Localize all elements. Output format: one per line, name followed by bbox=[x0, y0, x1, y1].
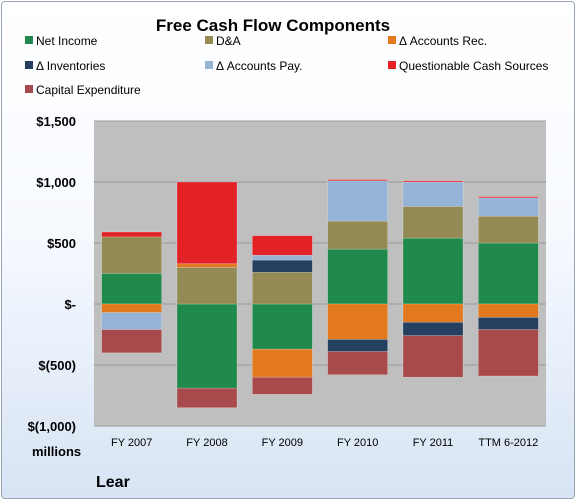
legend: Net Income D&A Δ Accounts Rec. Δ Inventorie… bbox=[25, 34, 548, 97]
y-tick-label: $(1,000) bbox=[28, 419, 76, 434]
bar-net-income bbox=[101, 273, 162, 305]
legend-label-inventories: Δ Inventories bbox=[36, 59, 105, 73]
legend-swatch-questionable-cash-sources bbox=[388, 61, 396, 69]
y-axis-label: millions bbox=[32, 444, 81, 459]
x-tick-labels: FY 2007 FY 2008 FY 2009 FY 2010 FY 2011 TTM 6… bbox=[111, 437, 538, 449]
bar-capital-expenditure bbox=[402, 335, 464, 378]
legend-label-capital-expenditure: Capital Expenditure bbox=[36, 83, 141, 97]
legend-label-d-a: D&A bbox=[216, 34, 241, 48]
legend-label-questionable-cash-sources: Questionable Cash Sources bbox=[399, 59, 548, 73]
y-tick-label: $- bbox=[64, 297, 76, 312]
y-tick-label: $(500) bbox=[38, 358, 76, 373]
bar-capital-expenditure bbox=[101, 329, 162, 354]
legend-label-net-income: Net Income bbox=[36, 34, 98, 48]
legend-swatch-accounts-rec bbox=[388, 36, 396, 44]
bar-accounts-pay bbox=[101, 312, 162, 330]
y-tick-label: $500 bbox=[47, 236, 76, 251]
bar-net-income bbox=[252, 303, 313, 350]
y-tick-labels: $1,500 $1,000 $500 $- $(500) $(1,000) bbox=[28, 114, 76, 434]
bar-inventories bbox=[402, 321, 464, 337]
bar-accounts-pay bbox=[478, 197, 539, 217]
legend-swatch-net-income bbox=[25, 36, 33, 44]
x-tick-label: FY 2009 bbox=[262, 437, 303, 449]
bar-questionable-cash-sources bbox=[252, 235, 313, 256]
bar-questionable-cash-sources bbox=[478, 196, 539, 199]
y-tick-label: $1,000 bbox=[36, 175, 76, 190]
bar-questionable-cash-sources bbox=[101, 231, 162, 238]
bar-inventories bbox=[252, 259, 313, 273]
legend-swatch-d-a bbox=[205, 36, 213, 44]
bar-capital-expenditure bbox=[327, 351, 388, 376]
bar-accounts-rec bbox=[252, 348, 313, 378]
bar-accounts-rec bbox=[101, 303, 162, 313]
legend-swatch-inventories bbox=[25, 61, 33, 69]
gridlines bbox=[94, 120, 546, 427]
legend-label-accounts-rec: Δ Accounts Rec. bbox=[399, 34, 487, 48]
legend-swatch-capital-expenditure bbox=[25, 85, 33, 93]
bar-accounts-rec bbox=[327, 303, 388, 340]
x-tick-label: FY 2010 bbox=[337, 437, 378, 449]
bars bbox=[101, 179, 539, 408]
bar-d-a bbox=[176, 267, 238, 305]
bar-d-a bbox=[252, 271, 313, 305]
legend-label-accounts-pay: Δ Accounts Pay. bbox=[216, 59, 303, 73]
bar-d-a bbox=[478, 215, 539, 244]
bar-questionable-cash-sources bbox=[327, 179, 388, 182]
x-tick-label: FY 2011 bbox=[413, 437, 454, 449]
bar-accounts-rec bbox=[402, 303, 464, 323]
bar-accounts-pay bbox=[327, 180, 388, 222]
plot-area bbox=[94, 121, 546, 426]
bar-d-a bbox=[101, 236, 162, 274]
bar-questionable-cash-sources bbox=[402, 180, 464, 183]
x-tick-label: FY 2007 bbox=[111, 437, 152, 449]
bar-capital-expenditure bbox=[252, 376, 313, 395]
bar-accounts-pay bbox=[252, 254, 313, 261]
bar-d-a bbox=[327, 220, 388, 250]
bar-questionable-cash-sources bbox=[176, 181, 238, 265]
bar-capital-expenditure bbox=[478, 329, 539, 377]
bar-accounts-pay bbox=[402, 181, 464, 207]
bar-net-income bbox=[402, 237, 464, 305]
x-tick-label: FY 2008 bbox=[186, 437, 227, 449]
bar-accounts-rec bbox=[176, 263, 238, 268]
y-tick-label: $1,500 bbox=[36, 114, 76, 129]
bar-inventories bbox=[327, 339, 388, 352]
bar-inventories bbox=[478, 317, 539, 330]
footer-label: Lear bbox=[96, 474, 130, 491]
bar-capital-expenditure bbox=[176, 387, 238, 408]
bar-accounts-rec bbox=[478, 303, 539, 318]
bar-net-income bbox=[478, 242, 539, 305]
bar-net-income bbox=[176, 303, 238, 389]
legend-swatch-accounts-pay bbox=[205, 61, 213, 69]
bar-net-income bbox=[327, 248, 388, 305]
bar-d-a bbox=[402, 206, 464, 239]
x-tick-label: TTM 6-2012 bbox=[478, 437, 538, 449]
chart-title: Free Cash Flow Components bbox=[156, 16, 390, 35]
